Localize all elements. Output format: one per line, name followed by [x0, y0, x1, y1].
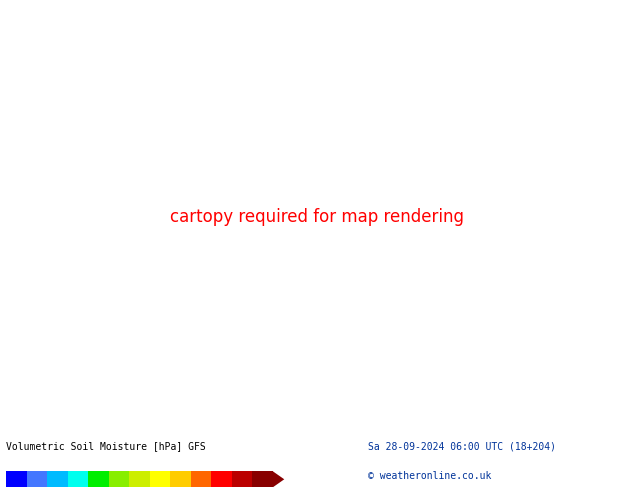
- Bar: [48, 471, 68, 487]
- Bar: [232, 471, 252, 487]
- Bar: [109, 471, 129, 487]
- Text: Sa 28-09-2024 06:00 UTC (18+204): Sa 28-09-2024 06:00 UTC (18+204): [368, 441, 556, 451]
- Bar: [129, 471, 150, 487]
- Bar: [171, 471, 191, 487]
- Polygon shape: [273, 471, 284, 487]
- Bar: [68, 471, 88, 487]
- Text: cartopy required for map rendering: cartopy required for map rendering: [170, 208, 464, 226]
- Bar: [191, 471, 212, 487]
- Bar: [150, 471, 171, 487]
- Bar: [27, 471, 48, 487]
- Bar: [6, 471, 27, 487]
- Text: Volumetric Soil Moisture [hPa] GFS: Volumetric Soil Moisture [hPa] GFS: [6, 441, 206, 451]
- Bar: [88, 471, 109, 487]
- Text: © weatheronline.co.uk: © weatheronline.co.uk: [368, 471, 491, 481]
- Bar: [212, 471, 232, 487]
- Bar: [252, 471, 273, 487]
